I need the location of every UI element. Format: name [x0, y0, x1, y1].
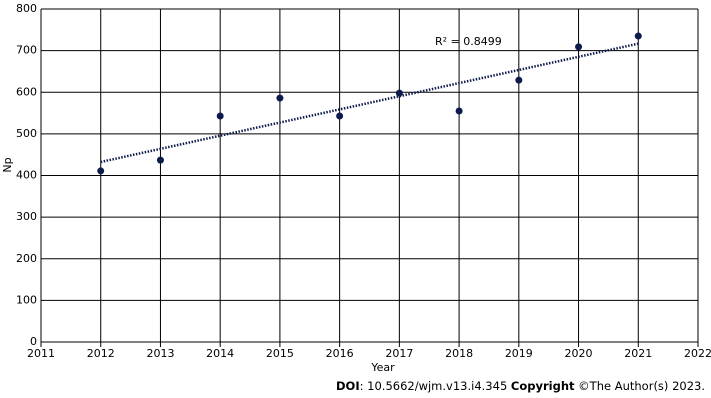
x-tick-label: 2015 — [266, 347, 294, 360]
y-tick-label: 0 — [30, 335, 37, 348]
data-point — [455, 107, 463, 115]
y-tick-label: 100 — [16, 293, 37, 306]
x-tick-label: 2018 — [445, 347, 473, 360]
x-tick-label: 2020 — [565, 347, 593, 360]
caption: DOI: 10.5662/wjm.v13.i4.345 Copyright ©T… — [0, 379, 705, 393]
data-point — [276, 94, 284, 102]
x-tick-label: 2012 — [87, 347, 115, 360]
y-tick-label: 400 — [16, 169, 37, 182]
r-squared-annotation: R² = 0.8499 — [435, 35, 502, 48]
y-tick-label: 200 — [16, 252, 37, 265]
chart: Year Np R² = 0.8499 0 100 200 300 400 500 600 7… — [1, 2, 711, 374]
x-tick-label: 2016 — [326, 347, 354, 360]
copyright: ©The Author(s) 2023. — [574, 379, 705, 393]
x-tick-label: 2011 — [27, 347, 55, 360]
data-point — [216, 112, 224, 120]
x-tick-label: 2019 — [505, 347, 533, 360]
y-tick-label: 700 — [16, 44, 37, 57]
data-point — [97, 167, 105, 175]
y-tick-label: 600 — [16, 85, 37, 98]
copyright-label: Copyright — [510, 379, 575, 393]
data-point — [575, 43, 583, 51]
y-tick-label: 800 — [16, 2, 37, 15]
x-tick-label: 2017 — [385, 347, 413, 360]
x-tick-label: 2022 — [684, 347, 711, 360]
doi: : 10.5662/wjm.v13.i4.345 — [359, 379, 511, 393]
y-axis-label: Np — [1, 157, 14, 172]
data-point — [336, 112, 344, 120]
data-point — [515, 76, 523, 84]
trendline — [100, 42, 639, 164]
data-point — [156, 156, 164, 164]
x-tick-label: 2021 — [624, 347, 652, 360]
y-tick-label: 500 — [16, 127, 37, 140]
x-axis-label: Year — [370, 361, 395, 374]
x-tick-label: 2013 — [146, 347, 174, 360]
y-tick-label: 300 — [16, 210, 37, 223]
data-point — [634, 32, 642, 40]
data-point — [395, 89, 403, 97]
doi-label: DOI — [336, 379, 360, 393]
x-tick-label: 2014 — [206, 347, 234, 360]
